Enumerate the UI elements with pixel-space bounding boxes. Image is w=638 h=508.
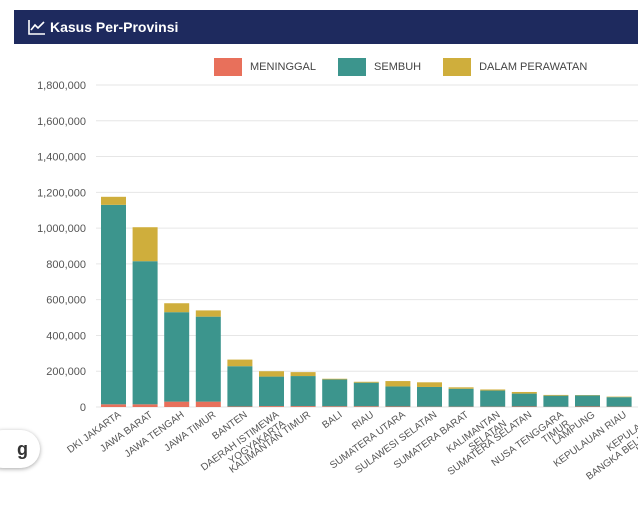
bar-segment-sembuh <box>417 386 442 407</box>
bar-segment-dalam-perawatan <box>480 389 506 391</box>
legend-label-sembuh: SEMBUH <box>374 61 422 73</box>
bar-segment-dalam-perawatan <box>385 381 411 387</box>
bar-segment-meninggal <box>164 401 190 407</box>
bar-segment-dalam-perawatan <box>511 391 537 394</box>
bar-segment-sembuh <box>385 386 411 407</box>
bar-segment-sembuh <box>164 312 190 402</box>
chart-legend: MENINGGAL SEMBUH DALAM PERAWATAN <box>214 58 609 76</box>
bar-segment-dalam-perawatan <box>322 378 348 380</box>
bar-segment-meninggal <box>227 406 253 407</box>
legend-item-meninggal[interactable]: MENINGGAL <box>214 58 316 76</box>
y-tick-label: 1,000,000 <box>37 223 86 235</box>
bar-segment-sembuh <box>290 376 316 407</box>
bar-segment-meninggal <box>575 406 600 407</box>
legend-label-dalam-perawatan: DALAM PERAWATAN <box>479 61 588 73</box>
bar-segment-dalam-perawatan <box>543 394 569 396</box>
y-tick-label: 1,600,000 <box>37 116 86 128</box>
y-tick-label: 1,400,000 <box>37 152 86 164</box>
bar-segment-dalam-perawatan <box>132 227 158 262</box>
bar-segment-meninggal <box>132 404 158 407</box>
y-tick-label: 400,000 <box>46 330 86 342</box>
bar-segment-sembuh <box>511 393 537 407</box>
chart-title: Kasus Per-Provinsi <box>50 19 179 35</box>
y-tick-label: 1,800,000 <box>37 80 86 92</box>
legend-item-dalam-perawatan[interactable]: DALAM PERAWATAN <box>443 58 587 76</box>
bar-segment-meninggal <box>511 406 537 407</box>
bar-segment-sembuh <box>543 395 569 407</box>
bar-segment-meninggal <box>290 406 316 407</box>
line-chart-icon <box>28 20 45 35</box>
bar-segment-sembuh <box>195 316 221 402</box>
chart-header: Kasus Per-Provinsi <box>14 10 638 44</box>
bar-segment-sembuh <box>448 388 474 407</box>
y-tick-label: 0 <box>80 402 86 414</box>
bar-segment-meninggal <box>101 404 126 407</box>
legend-item-sembuh[interactable]: SEMBUH <box>338 58 421 76</box>
bar-segment-meninggal <box>195 401 221 407</box>
bar-segment-dalam-perawatan <box>290 372 316 377</box>
x-tick-label: DKI JAKARTA <box>65 409 123 455</box>
bar-segment-meninggal <box>353 406 379 407</box>
legend-swatch-sembuh <box>338 58 367 76</box>
bar-segment-dalam-perawatan <box>101 196 126 205</box>
bar-segment-sembuh <box>259 376 284 407</box>
bar-segment-sembuh <box>480 390 506 407</box>
bar-segment-sembuh <box>227 366 253 407</box>
x-tick-label: BALI <box>320 410 344 432</box>
legend-label-meninggal: MENINGGAL <box>250 61 317 73</box>
bar-segment-dalam-perawatan <box>606 396 632 398</box>
y-tick-label: 1,200,000 <box>37 187 86 199</box>
bar-segment-dalam-perawatan <box>227 359 253 367</box>
bar-segment-meninggal <box>322 406 348 407</box>
bar-segment-meninggal <box>259 406 284 407</box>
legend-swatch-dalam-perawatan <box>443 58 472 76</box>
bar-segment-dalam-perawatan <box>259 371 284 377</box>
bar-segment-sembuh <box>132 261 158 405</box>
bar-segment-sembuh <box>606 397 632 407</box>
bar-segment-dalam-perawatan <box>353 381 379 383</box>
bar-segment-sembuh <box>575 395 600 407</box>
bar-segment-dalam-perawatan <box>448 387 474 389</box>
x-tick-label: RIAU <box>350 410 376 433</box>
bar-segment-meninggal <box>385 406 411 407</box>
bar-segment-sembuh <box>101 204 126 405</box>
y-tick-label: 600,000 <box>46 295 86 307</box>
bar-segment-dalam-perawatan <box>195 310 221 317</box>
side-tab-label: g <box>17 438 28 459</box>
side-tab-button[interactable]: g <box>0 430 40 468</box>
bar-segment-sembuh <box>322 379 348 407</box>
bar-segment-dalam-perawatan <box>417 382 442 387</box>
legend-swatch-meninggal <box>214 58 242 76</box>
bar-segment-sembuh <box>353 382 379 407</box>
y-tick-label: 800,000 <box>46 259 86 271</box>
y-tick-label: 200,000 <box>46 366 86 378</box>
bar-segment-dalam-perawatan <box>164 303 190 313</box>
